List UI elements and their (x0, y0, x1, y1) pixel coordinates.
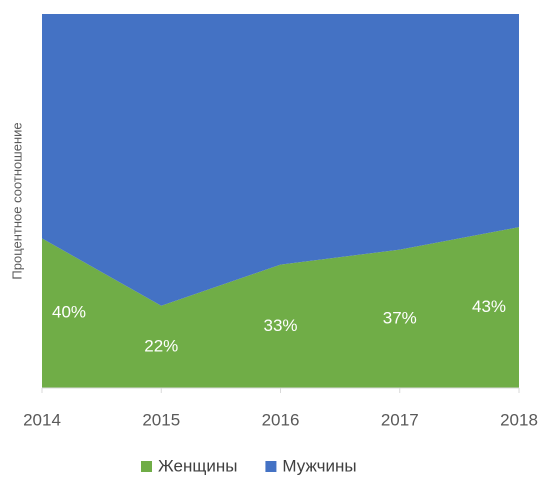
x-tick-label: 2015 (142, 410, 180, 429)
data-label: 37% (383, 308, 417, 327)
data-label: 40% (52, 303, 86, 322)
legend-label: Мужчины (282, 456, 356, 475)
legend-label: Женщины (158, 456, 237, 475)
y-axis-label: Процентное соотношение (9, 122, 24, 279)
area (42, 227, 519, 388)
legend-swatch (141, 461, 152, 472)
x-tick-label: 2017 (381, 410, 419, 429)
area (42, 14, 519, 306)
data-label: 33% (263, 316, 297, 335)
data-label: 43% (472, 297, 506, 316)
x-tick-label: 2014 (23, 410, 61, 429)
x-tick-label: 2016 (262, 410, 300, 429)
x-tick-label: 2018 (500, 410, 538, 429)
data-label: 22% (144, 336, 178, 355)
legend-swatch (265, 461, 277, 472)
